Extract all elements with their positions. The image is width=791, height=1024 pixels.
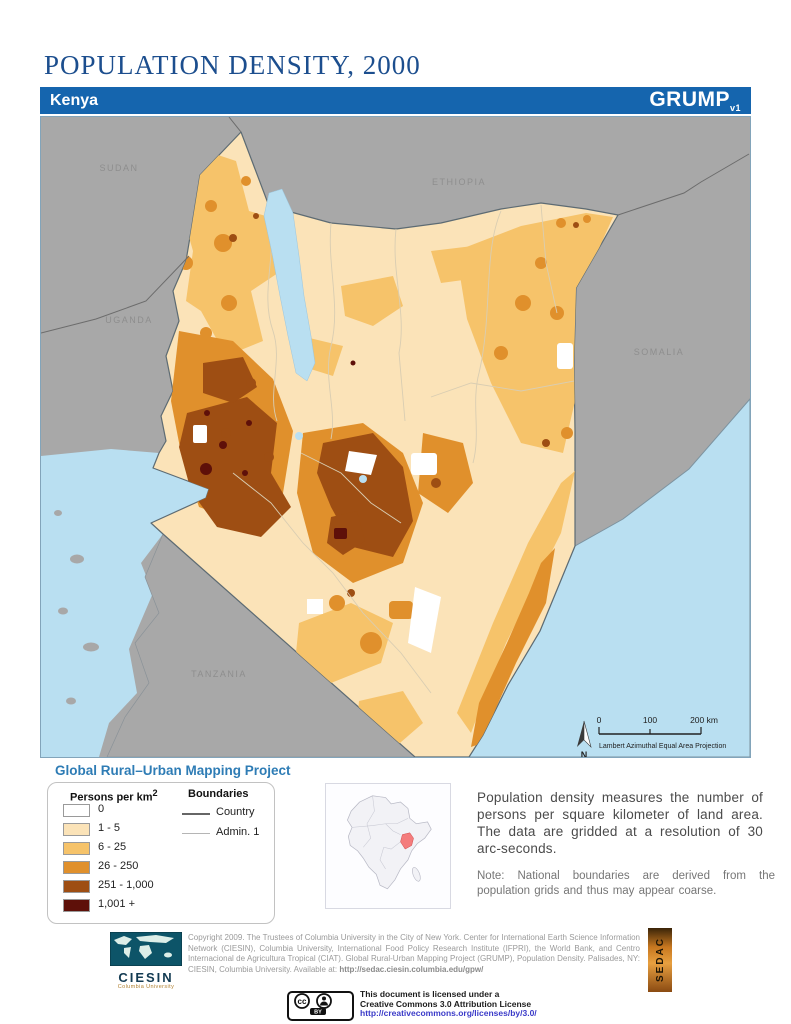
scale-bar: N 0 100 200 km Lambert Azimuthal Equal A… bbox=[577, 715, 726, 760]
kenya-highlight bbox=[400, 832, 414, 850]
madagascar-shape bbox=[412, 867, 421, 882]
label-tanzania: TANZANIA bbox=[191, 669, 247, 679]
label-somalia: SOMALIA bbox=[634, 347, 685, 357]
ciesin-acronym: CIESIN bbox=[118, 970, 174, 985]
legend-label-1: 1 - 5 bbox=[98, 822, 121, 834]
lake-victoria bbox=[41, 449, 209, 757]
sedac-logo: SEDAC bbox=[648, 928, 672, 992]
cc-icon bbox=[294, 993, 310, 1009]
country-line-sample bbox=[182, 813, 210, 815]
small-lake bbox=[359, 475, 367, 483]
grump-version: v1 bbox=[729, 103, 741, 114]
sedac-url[interactable]: http://sedac.ciesin.columbia.edu/gpw/ bbox=[339, 964, 484, 974]
legend-label-2: 6 - 25 bbox=[98, 841, 127, 853]
cc-by-badge: cc BY bbox=[287, 991, 354, 1021]
license-text: This document is licensed under a Creati… bbox=[360, 989, 537, 1018]
legend-label-5: 1,001 + bbox=[98, 898, 136, 910]
density-raster bbox=[171, 149, 613, 749]
grump-logo: GRUMPv1 bbox=[649, 87, 741, 114]
legend-box: Persons per km2 0 1 - 5 6 - 25 26 - 250 … bbox=[47, 782, 275, 924]
inset-country-borders bbox=[352, 795, 409, 870]
projection-label: Lambert Azimuthal Equal Area Projection bbox=[599, 743, 726, 750]
legend-swatch-4 bbox=[63, 880, 90, 893]
legend-swatch-0 bbox=[63, 804, 90, 817]
scale-tick-0: 0 bbox=[597, 715, 602, 725]
small-lake bbox=[295, 432, 303, 440]
attribution-person-icon bbox=[316, 993, 332, 1009]
legend-label-3: 26 - 250 bbox=[98, 860, 139, 872]
legend-swatch-3 bbox=[63, 861, 90, 874]
kenya-density-map: SUDAN ETHIOPIA UGANDA SOMALIA TANZANIA N… bbox=[40, 116, 751, 760]
ciesin-world-map bbox=[109, 931, 183, 967]
lake-islands bbox=[54, 510, 99, 705]
boundary-label-country: Country bbox=[216, 806, 255, 818]
country-borders bbox=[40, 116, 750, 334]
africa-outline bbox=[347, 795, 432, 890]
legend-swatch-5 bbox=[63, 899, 90, 912]
ciesin-logo: CIESIN Columbia University bbox=[109, 931, 183, 990]
boundaries-header: Boundaries bbox=[188, 788, 249, 800]
north-arrow bbox=[577, 721, 584, 747]
admin1-line-sample bbox=[182, 833, 210, 834]
description-text: Population density measures the number o… bbox=[477, 790, 763, 856]
africa-inset-map bbox=[325, 783, 451, 909]
copyright-text: Copyright 2009. The Trustees of Columbia… bbox=[188, 933, 640, 974]
boundary-label-admin1: Admin. 1 bbox=[216, 826, 260, 838]
label-sudan: SUDAN bbox=[99, 163, 138, 173]
north-label: N bbox=[581, 750, 588, 757]
legend-swatch-2 bbox=[63, 842, 90, 855]
region-label: Kenya bbox=[50, 91, 99, 109]
cc-by-label: BY bbox=[314, 1010, 322, 1015]
page-title: POPULATION DENSITY, 2000 bbox=[44, 50, 421, 80]
scale-tick-200: 200 km bbox=[690, 715, 718, 725]
svg-text:cc: cc bbox=[298, 997, 307, 1006]
legend-project-title: Global Rural–Urban Mapping Project bbox=[55, 763, 291, 778]
density-header: Persons per km2 bbox=[70, 788, 158, 804]
main-map: SUDAN ETHIOPIA UGANDA SOMALIA TANZANIA N… bbox=[40, 116, 751, 760]
legend-swatch-1 bbox=[63, 823, 90, 836]
label-uganda: UGANDA bbox=[105, 315, 153, 325]
ciesin-subtitle: Columbia University bbox=[117, 984, 175, 990]
label-ethiopia: ETHIOPIA bbox=[432, 177, 486, 187]
note-text: Note: National boundaries are derived fr… bbox=[477, 870, 775, 897]
legend-label-0: 0 bbox=[98, 803, 105, 815]
cc-license-url[interactable]: http://creativecommons.org/licenses/by/3… bbox=[360, 1008, 537, 1018]
legend-label-4: 251 - 1,000 bbox=[98, 879, 154, 891]
lake-turkana bbox=[263, 188, 316, 382]
scale-tick-100: 100 bbox=[643, 715, 657, 725]
header-bar: Kenya GRUMPv1 bbox=[40, 87, 751, 114]
sedac-label: SEDAC bbox=[654, 937, 666, 983]
